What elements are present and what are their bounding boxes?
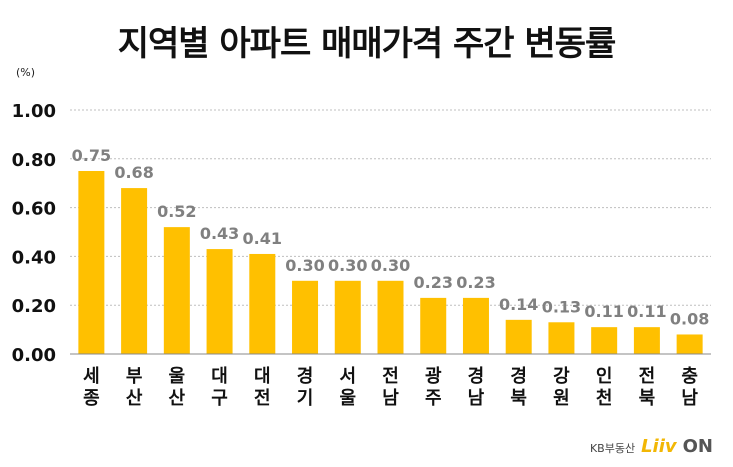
bar <box>121 188 148 354</box>
y-tick-label: 0.40 <box>12 247 56 268</box>
value-label: 0.68 <box>114 163 153 182</box>
y-tick-label: 0.20 <box>12 296 56 317</box>
bar <box>78 171 105 354</box>
chart-title: 지역별 아파트 매매가격 주간 변동률 <box>117 24 617 64</box>
y-tick-label: 1.00 <box>12 101 56 122</box>
y-tick-label: 0.60 <box>12 199 56 220</box>
brand-kb-text: KB부동산 <box>589 442 636 455</box>
bar <box>377 280 404 354</box>
y-tick-label: 0.80 <box>12 150 56 171</box>
bars <box>78 171 703 354</box>
bar <box>633 327 660 354</box>
y-axis-unit: (%) <box>16 66 36 79</box>
bar <box>163 227 190 354</box>
brand-liiv-text: Liiv <box>641 436 677 457</box>
value-label: 0.43 <box>200 224 239 243</box>
value-label: 0.30 <box>371 256 410 275</box>
bar <box>505 319 532 354</box>
y-tick-label: 0.00 <box>12 345 56 366</box>
y-axis-ticks: 0.00 0.20 0.40 0.60 0.80 1.00 <box>12 101 56 366</box>
value-label: 0.14 <box>499 295 538 314</box>
value-label: 0.11 <box>627 302 666 321</box>
bar <box>591 327 618 354</box>
bar <box>206 249 233 354</box>
value-label: 0.52 <box>157 202 196 221</box>
value-label: 0.08 <box>670 309 709 328</box>
bar <box>334 280 361 354</box>
value-label: 0.23 <box>456 273 495 292</box>
value-label: 0.41 <box>243 229 282 248</box>
value-labels: 0.750.680.520.43 0.410.30 0.30 0.300.23 0.23… <box>72 146 710 328</box>
brand-logo: KB부동산 Liiv ON <box>590 436 713 457</box>
bar <box>249 253 276 354</box>
brand-on-text: ON <box>682 436 713 457</box>
value-label: 0.23 <box>413 273 452 292</box>
value-label: 0.11 <box>584 302 623 321</box>
bar <box>292 280 319 354</box>
bar <box>462 297 489 354</box>
bar <box>676 334 703 354</box>
bar <box>548 322 575 354</box>
value-label: 0.13 <box>542 297 581 316</box>
value-label: 0.30 <box>285 256 324 275</box>
x-axis-labels: 세 종 부 산 울 산 대 구 대 전 경 기 서 울 전 남 광 주 경 남 경 북 강 원 인 천 전 북 충 남 <box>83 366 698 409</box>
value-label: 0.75 <box>72 146 111 165</box>
bar <box>420 297 447 354</box>
value-label: 0.30 <box>328 256 367 275</box>
